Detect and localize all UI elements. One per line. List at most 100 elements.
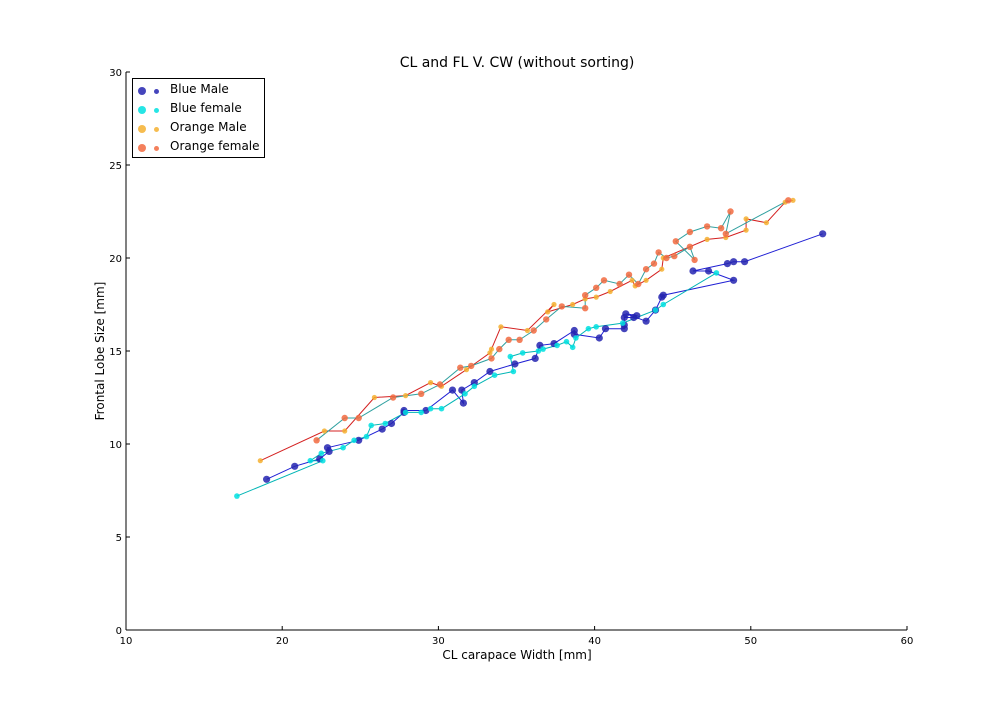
data-point (819, 230, 827, 238)
data-point (616, 280, 623, 288)
data-point (686, 243, 694, 250)
data-point (730, 258, 738, 266)
data-point (462, 391, 468, 397)
y-tick-label: 25 (109, 161, 122, 172)
data-point (488, 346, 495, 352)
data-point (713, 270, 720, 276)
data-point (378, 425, 386, 433)
data-point (785, 197, 792, 204)
data-point (342, 428, 348, 434)
data-point (563, 338, 570, 345)
data-point (543, 316, 550, 323)
data-point (418, 390, 425, 397)
series-line (316, 199, 789, 441)
data-point (510, 368, 517, 375)
data-point (427, 405, 434, 412)
legend-marker-orange-male-small (154, 127, 159, 132)
data-point (573, 335, 579, 341)
data-point (519, 350, 526, 356)
data-point (402, 409, 409, 416)
data-point (686, 228, 694, 236)
y-tick-label: 15 (109, 347, 122, 358)
data-point (524, 327, 531, 334)
data-point (355, 414, 362, 422)
data-point (554, 342, 560, 349)
data-point (558, 303, 565, 310)
data-point (600, 277, 608, 284)
legend-marker-blue-female-small (154, 108, 159, 113)
data-point (722, 230, 729, 237)
x-tick-label: 40 (588, 636, 601, 647)
data-point (307, 457, 314, 464)
legend-marker-orange-female-small (154, 146, 159, 151)
y-tick-label: 10 (109, 440, 122, 451)
data-point (743, 227, 749, 233)
legend-label-blue-female: Blue female (170, 101, 242, 115)
legend-marker-orange-male (138, 125, 146, 133)
data-point (491, 372, 498, 379)
data-point (717, 225, 725, 232)
data-point (488, 355, 495, 362)
y-axis-label: Frontal Lobe Size [mm] (93, 282, 107, 421)
data-point (582, 292, 589, 299)
data-point (438, 405, 445, 412)
data-point (341, 414, 348, 422)
data-point (593, 294, 599, 300)
data-point (659, 266, 665, 272)
x-tick-label: 10 (120, 636, 133, 647)
data-point (368, 422, 375, 429)
data-point (535, 348, 542, 354)
legend-label-orange-male: Orange Male (170, 120, 247, 134)
y-tick-label: 20 (109, 254, 122, 265)
x-tick-label: 30 (432, 636, 445, 647)
data-point (507, 353, 514, 360)
data-point (498, 324, 504, 330)
data-point (516, 336, 523, 343)
legend: Blue Male Blue female Orange Male Orange… (132, 78, 265, 158)
data-point (629, 277, 635, 283)
data-point (234, 493, 240, 499)
data-point (705, 267, 713, 275)
data-point (593, 284, 600, 291)
data-point (471, 383, 478, 390)
legend-label-orange-female: Orange female (170, 139, 260, 153)
data-point (723, 260, 732, 268)
data-point (655, 249, 662, 256)
y-tick-label: 0 (116, 626, 122, 637)
data-point (643, 277, 649, 283)
data-point (595, 334, 603, 342)
data-point (511, 360, 519, 368)
data-point (389, 394, 397, 401)
data-point (313, 437, 320, 444)
data-point (743, 216, 749, 222)
data-point (727, 208, 734, 215)
x-tick-label: 20 (276, 636, 289, 647)
data-point (790, 197, 796, 203)
data-point (382, 420, 389, 427)
data-point (570, 301, 576, 308)
data-point (622, 310, 630, 318)
data-point (387, 419, 396, 428)
data-point (463, 367, 470, 373)
data-point (660, 301, 667, 308)
data-point (625, 271, 633, 278)
data-point (436, 381, 444, 388)
data-point (448, 386, 457, 394)
x-axis-label: CL carapace Width [mm] (442, 648, 591, 662)
data-point (672, 238, 679, 245)
data-point (652, 307, 659, 313)
data-point (601, 325, 610, 333)
data-point (355, 436, 363, 444)
x-tick-label: 60 (901, 636, 914, 647)
plot-area: 10 20 30 40 50 60 0 5 10 15 20 25 30 (109, 68, 913, 647)
data-point (593, 324, 599, 330)
data-point (530, 327, 537, 334)
legend-item-blue-female: Blue female (133, 100, 264, 119)
legend-label-blue-male: Blue Male (170, 82, 229, 96)
data-point (496, 345, 503, 353)
data-point (323, 444, 332, 452)
legend-item-orange-male: Orange Male (133, 119, 264, 138)
data-point (704, 236, 710, 242)
data-point (635, 280, 642, 288)
x-tick-label: 50 (744, 636, 757, 647)
